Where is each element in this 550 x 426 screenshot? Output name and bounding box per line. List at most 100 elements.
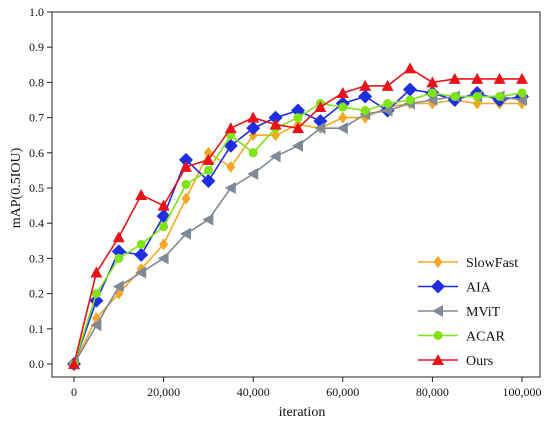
y-tick-label: 0.5: [29, 181, 44, 195]
legend-label-aia: AIA: [466, 281, 492, 296]
plot-frame: [51, 11, 541, 378]
data-point-slowfast: [338, 111, 348, 124]
data-point-aia: [246, 121, 261, 136]
data-point-ours: [292, 122, 304, 134]
data-point-acar: [472, 91, 482, 101]
data-point-acar: [136, 239, 146, 249]
x-axis-label: iteration: [279, 405, 326, 420]
data-point-ours: [180, 160, 192, 172]
data-point-ours: [202, 153, 215, 165]
series-slowfast: [69, 94, 527, 370]
legend-item-ours: Ours: [418, 354, 493, 369]
legend-marker-acar: [433, 331, 443, 340]
data-point-aia: [403, 82, 417, 97]
data-point-ours: [224, 122, 237, 134]
x-tick-label: 0: [71, 385, 77, 399]
data-point-mvit: [269, 150, 281, 163]
y-tick-label: 0.8: [29, 75, 44, 89]
series-line-slowfast: [73, 99, 522, 365]
data-point-mvit: [314, 122, 326, 135]
data-point-aia: [268, 110, 283, 125]
legend-marker-aia: [431, 279, 445, 294]
data-point-mvit: [135, 266, 147, 279]
data-point-ours: [471, 72, 484, 84]
chart-series-layer: [67, 62, 529, 371]
data-point-slowfast: [159, 238, 169, 251]
y-tick-label: 1.0: [29, 5, 44, 19]
legend-marker-mvit: [432, 305, 443, 317]
data-point-ours: [516, 72, 528, 84]
data-point-ours: [448, 72, 461, 84]
data-point-ours: [314, 101, 327, 113]
data-point-acar: [450, 91, 460, 101]
data-point-mvit: [224, 182, 236, 194]
data-point-ours: [381, 79, 394, 91]
data-point-acar: [405, 95, 415, 105]
y-tick-label: 0.3: [29, 251, 44, 265]
data-point-mvit: [336, 122, 348, 135]
data-point-mvit: [516, 94, 527, 106]
data-point-aia: [223, 138, 238, 153]
legend-label-mvit: MViT: [466, 305, 501, 320]
x-tick-label: 80,000: [416, 385, 449, 399]
data-point-mvit: [157, 252, 169, 265]
data-point-aia: [111, 244, 126, 259]
data-point-slowfast: [271, 129, 281, 142]
data-point-slowfast: [181, 192, 191, 205]
data-point-ours: [493, 72, 506, 84]
x-tick-label: 40,000: [237, 385, 270, 399]
data-point-ours: [404, 62, 416, 74]
series-line-mvit: [73, 95, 523, 365]
y-tick-label: 0.6: [29, 146, 44, 160]
legend-item-slowfast: SlowFast: [418, 256, 518, 271]
legend-label-ours: Ours: [466, 354, 493, 369]
data-point-mvit: [90, 319, 102, 332]
data-point-mvit: [202, 213, 214, 226]
y-tick-label: 0.0: [29, 357, 44, 371]
data-point-acar: [517, 88, 527, 98]
data-point-ours: [90, 266, 103, 278]
data-point-aia: [201, 173, 216, 188]
data-point-ours: [135, 189, 148, 201]
data-point-acar: [293, 113, 303, 123]
data-point-acar: [91, 289, 101, 299]
legend-label-acar: ACAR: [466, 330, 506, 345]
data-point-ours: [359, 79, 372, 91]
data-point-ours: [336, 86, 349, 98]
data-point-acar: [427, 88, 437, 98]
data-point-acar: [114, 253, 124, 263]
data-point-aia: [179, 152, 193, 167]
data-point-acar: [383, 99, 393, 109]
legend-marker-ours: [432, 354, 444, 365]
y-tick-label: 0.7: [29, 111, 44, 125]
chart-legend: SlowFast AIA MViT ACAR Ours: [418, 256, 518, 369]
data-point-mvit: [247, 167, 259, 180]
data-point-slowfast: [226, 160, 236, 173]
x-tick-label: 100,000: [503, 385, 542, 399]
data-point-acar: [203, 165, 213, 175]
y-tick-label: 0.2: [29, 287, 44, 301]
chart-axes: 0.0 0.1 0.2 0.3 0.4 0.5 0.6 0.7 0.8 0.9 1.0 0 20,000…: [29, 5, 542, 399]
data-point-ours: [269, 118, 282, 130]
x-tick-label: 60,000: [326, 385, 359, 399]
data-point-acar: [248, 148, 258, 158]
series-line-acar: [73, 92, 523, 365]
data-point-ours: [247, 111, 260, 123]
data-point-acar: [159, 222, 169, 232]
data-point-acar: [338, 102, 348, 112]
series-acar: [69, 88, 527, 369]
data-point-mvit: [381, 104, 393, 117]
data-point-ours: [68, 358, 80, 369]
data-point-acar: [495, 91, 505, 101]
y-tick-label: 0.9: [29, 40, 44, 54]
data-point-mvit: [292, 139, 303, 152]
series-ours: [68, 62, 528, 369]
data-point-aia: [358, 89, 373, 104]
data-point-ours: [157, 199, 170, 211]
y-axis-label: mAP(0.5IOU): [9, 147, 24, 228]
data-point-mvit: [112, 280, 124, 293]
legend-item-mvit: MViT: [418, 305, 501, 320]
data-point-aia: [134, 247, 149, 262]
data-point-ours: [112, 231, 125, 243]
x-tick-label: 20,000: [147, 385, 180, 399]
